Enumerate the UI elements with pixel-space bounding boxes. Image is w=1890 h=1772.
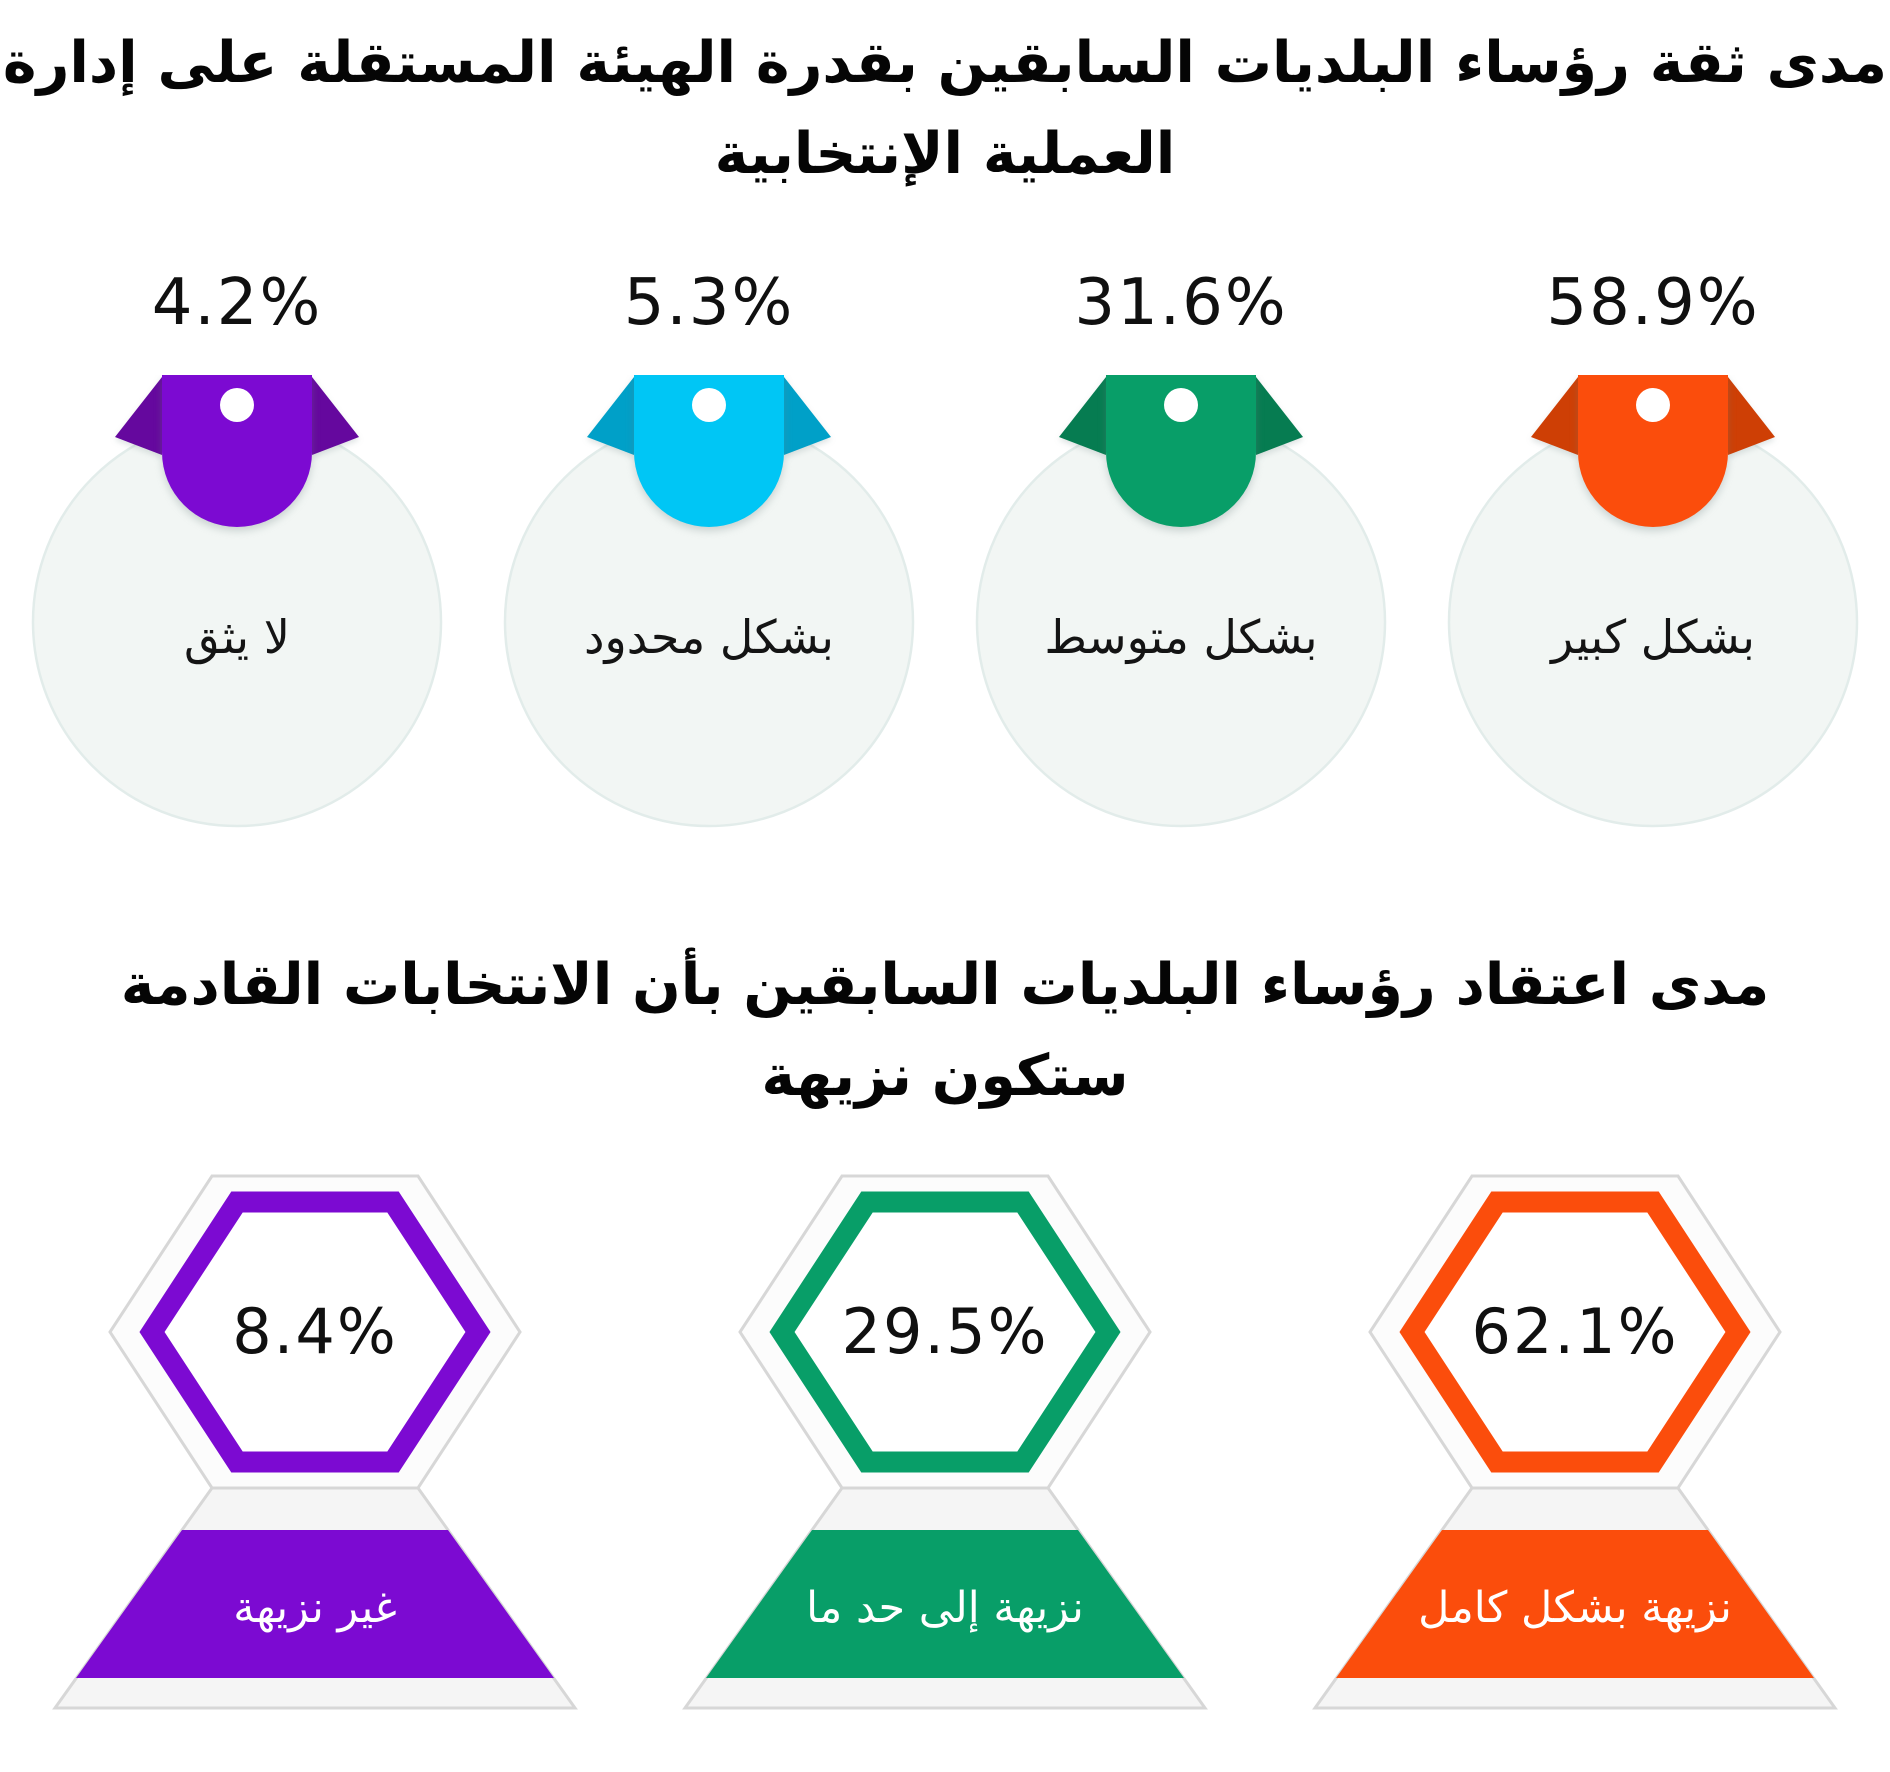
- trust-title-line1: مدى ثقة رؤساء البلديات السابقين بقدرة ال…: [2, 30, 1888, 96]
- fairness-category-label: نزيهة إلى حد ما: [806, 1583, 1084, 1633]
- trust-category-label: بشكل محدود: [584, 610, 834, 664]
- trust-percent-value: 4.2%: [151, 266, 323, 340]
- fairness-percent-value: 29.5%: [841, 1295, 1049, 1368]
- fairness-category-label: نزيهة بشكل كامل: [1418, 1583, 1732, 1633]
- trust-item-limited: 5.3% بشكل محدود: [473, 200, 945, 845]
- trust-item-large: 58.9% بشكل كبير: [1417, 200, 1889, 845]
- trust-item-moderate: 31.6% بشكل متوسط: [945, 200, 1417, 845]
- ribbon-circle-graphic: [503, 375, 915, 828]
- fairness-item-fully-fair: 62.1% نزيهة بشكل كامل: [1260, 1160, 1890, 1760]
- ribbon-left-fold: [115, 377, 162, 455]
- ribbon-left-fold: [587, 377, 634, 455]
- fairness-title-line2: ستكون نزيهة: [761, 1043, 1129, 1109]
- ribbon-badge: [634, 375, 784, 527]
- trust-items-row: 4.2% لا يثق 5.3% بشكل محدود 31.6%: [0, 200, 1890, 845]
- ribbon-circle-graphic: [975, 375, 1387, 828]
- ribbon-badge: [1106, 375, 1256, 527]
- pedestal-band: [76, 1530, 554, 1678]
- hexagon-ring: [769, 1191, 1121, 1473]
- hexagon-pedestal-graphic: [682, 1174, 1208, 1710]
- trust-category-label: بشكل كبير: [1551, 610, 1755, 664]
- fairness-category-label: غير نزيهة: [233, 1583, 397, 1633]
- trust-percent-value: 58.9%: [1546, 266, 1760, 340]
- ribbon-circle-graphic: [1447, 375, 1859, 828]
- fairness-items-row: 8.4% غير نزيهة 29.5% نزيهة إلى حد ما 62.…: [0, 1160, 1890, 1760]
- ribbon-circle-graphic: [31, 375, 443, 828]
- pedestal-band: [1336, 1530, 1814, 1678]
- hexagon-ring: [139, 1191, 491, 1473]
- ribbon-hole-icon: [1164, 388, 1198, 422]
- ribbon-hole-icon: [692, 388, 726, 422]
- pedestal-band: [706, 1530, 1184, 1678]
- ribbon-left-fold: [1531, 377, 1578, 455]
- fairness-item-somewhat-fair: 29.5% نزيهة إلى حد ما: [630, 1160, 1260, 1760]
- fairness-item-unfair: 8.4% غير نزيهة: [0, 1160, 630, 1760]
- ribbon-right-fold: [312, 377, 359, 455]
- ribbon-right-fold: [1256, 377, 1303, 455]
- trust-title-line2: العملية الإنتخابية: [714, 121, 1176, 187]
- ribbon-badge: [162, 375, 312, 527]
- ribbon-right-fold: [784, 377, 831, 455]
- ribbon-hole-icon: [1636, 388, 1670, 422]
- ribbon-right-fold: [1728, 377, 1775, 455]
- trust-category-label: بشكل متوسط: [1044, 610, 1318, 664]
- trust-percent-value: 5.3%: [623, 266, 795, 340]
- ribbon-left-fold: [1059, 377, 1106, 455]
- fairness-section-title: مدى اعتقاد رؤساء البلديات السابقين بأن ا…: [0, 940, 1890, 1122]
- fairness-percent-value: 62.1%: [1471, 1295, 1679, 1368]
- hexagon-ring: [1399, 1191, 1751, 1473]
- fairness-title-line1: مدى اعتقاد رؤساء البلديات السابقين بأن ا…: [120, 952, 1770, 1018]
- hexagon-pedestal-graphic: [52, 1174, 578, 1710]
- trust-item-no-trust: 4.2% لا يثق: [1, 200, 473, 845]
- fairness-percent-value: 8.4%: [232, 1295, 398, 1368]
- trust-percent-value: 31.6%: [1074, 266, 1288, 340]
- hexagon-pedestal-graphic: [1312, 1174, 1838, 1710]
- ribbon-hole-icon: [220, 388, 254, 422]
- ribbon-badge: [1578, 375, 1728, 527]
- trust-category-label: لا يثق: [184, 610, 290, 664]
- trust-section-title: مدى ثقة رؤساء البلديات السابقين بقدرة ال…: [0, 0, 1890, 200]
